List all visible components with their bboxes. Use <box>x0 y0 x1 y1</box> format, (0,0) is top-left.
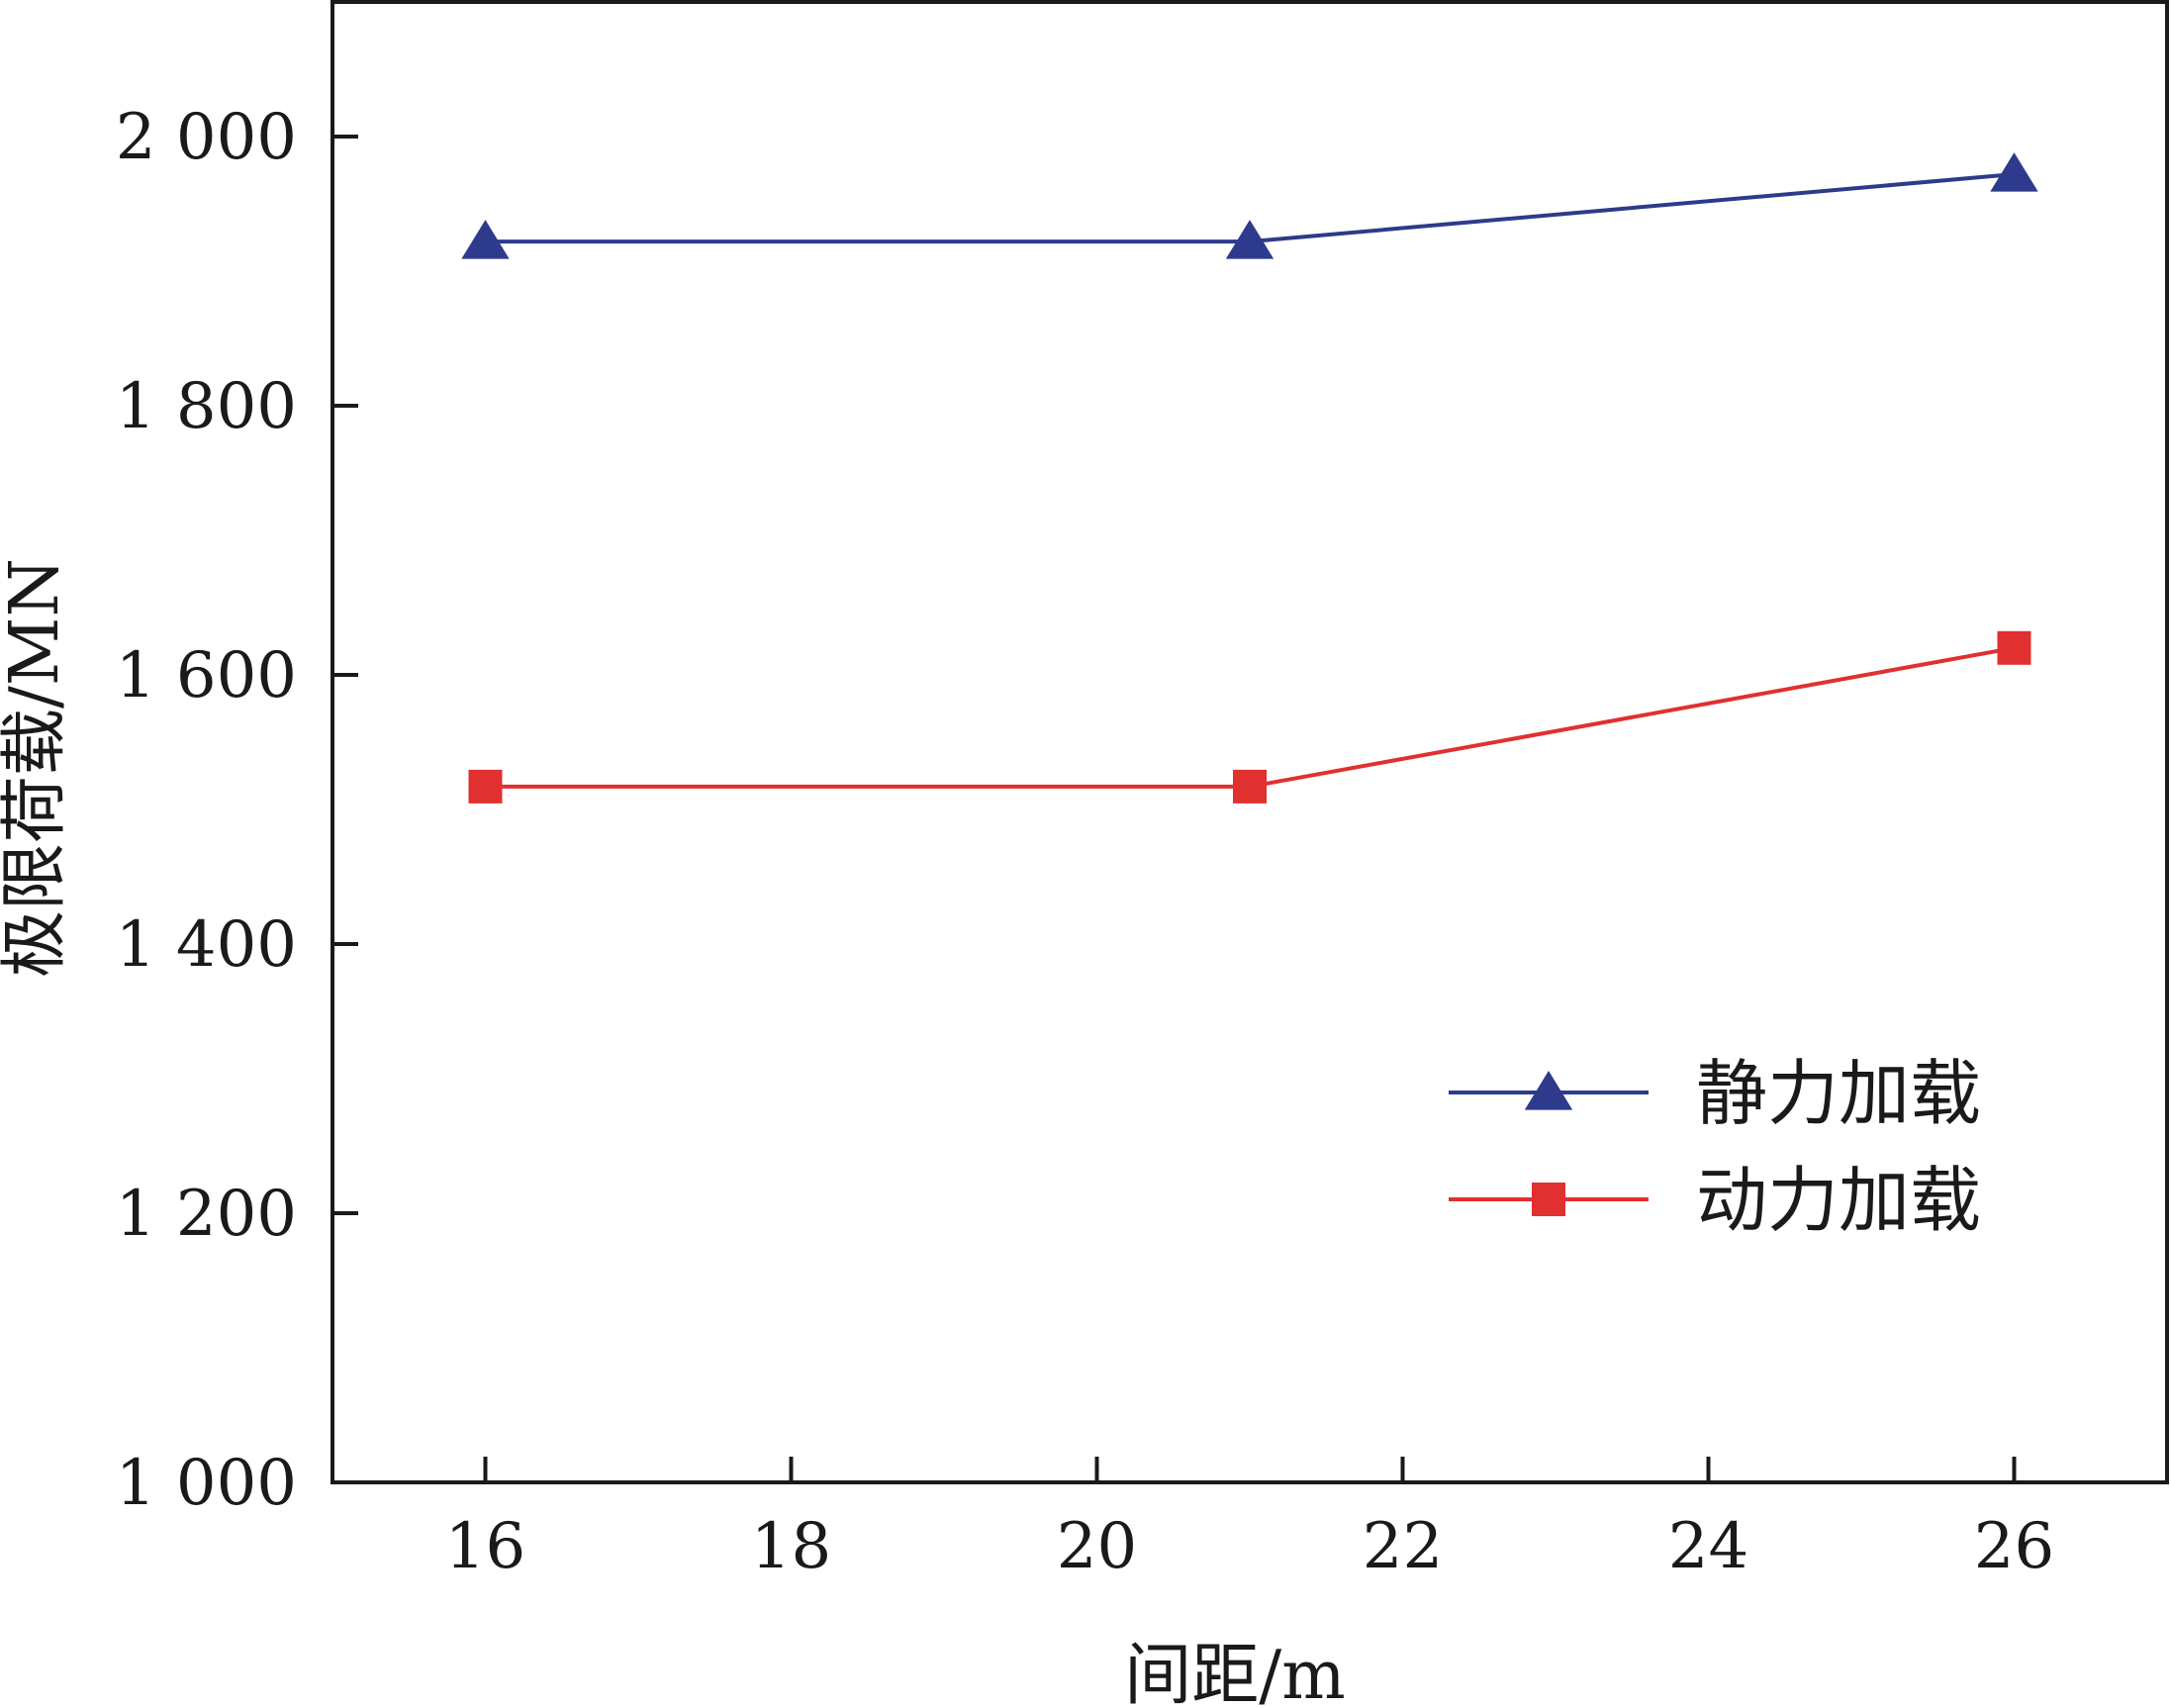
legend-label: 静力加载 <box>1696 1052 1981 1135</box>
x-tick-label: 26 <box>1974 1510 2054 1583</box>
legend-entry: 动力加载 <box>1449 1159 1981 1242</box>
data-point <box>1233 769 1267 804</box>
series-1 <box>461 152 2038 259</box>
series-layer <box>461 152 2038 804</box>
data-point <box>1990 152 2038 192</box>
data-point <box>1225 220 1274 259</box>
x-axis-title: 间距/m <box>1124 1637 1345 1708</box>
y-tick-label: 1 400 <box>116 908 297 982</box>
y-tick-label: 1 600 <box>116 639 297 712</box>
y-tick-label: 1 000 <box>116 1447 297 1520</box>
legend-marker <box>1524 1071 1573 1110</box>
legend-label: 动力加载 <box>1696 1159 1981 1242</box>
y-axis-title: 极限荷载/MN <box>0 558 74 978</box>
data-point <box>461 220 510 259</box>
series-2 <box>468 630 2031 804</box>
legend-marker <box>1532 1183 1565 1216</box>
data-point <box>1997 630 2031 665</box>
y-axis: 1 000 1 200 1 400 1 600 1 800 2 000 <box>116 101 358 1520</box>
y-tick-label: 2 000 <box>116 101 297 174</box>
x-axis: 16 18 20 22 24 26 <box>445 1457 2054 1583</box>
y-tick-label: 1 200 <box>116 1178 297 1251</box>
data-point <box>468 769 503 804</box>
y-tick-label: 1 800 <box>116 370 297 443</box>
plot-frame <box>330 0 2169 1484</box>
legend-entry: 静力加载 <box>1449 1052 1981 1135</box>
series-line <box>485 645 2015 789</box>
x-tick-label: 20 <box>1057 1510 1137 1583</box>
x-tick-label: 24 <box>1668 1510 1748 1583</box>
x-tick-label: 18 <box>751 1510 831 1583</box>
x-tick-label: 22 <box>1363 1510 1443 1583</box>
x-tick-label: 16 <box>445 1510 525 1583</box>
